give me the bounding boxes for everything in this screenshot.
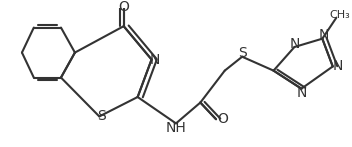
- Text: N: N: [296, 86, 307, 100]
- Text: N: N: [289, 37, 300, 51]
- Text: NH: NH: [165, 121, 186, 135]
- Text: S: S: [238, 46, 246, 60]
- Text: S: S: [97, 110, 106, 123]
- Text: N: N: [319, 28, 329, 42]
- Text: CH₃: CH₃: [329, 10, 350, 20]
- Text: O: O: [218, 112, 228, 126]
- Text: N: N: [150, 52, 160, 66]
- Text: N: N: [333, 59, 343, 74]
- Text: O: O: [118, 0, 129, 14]
